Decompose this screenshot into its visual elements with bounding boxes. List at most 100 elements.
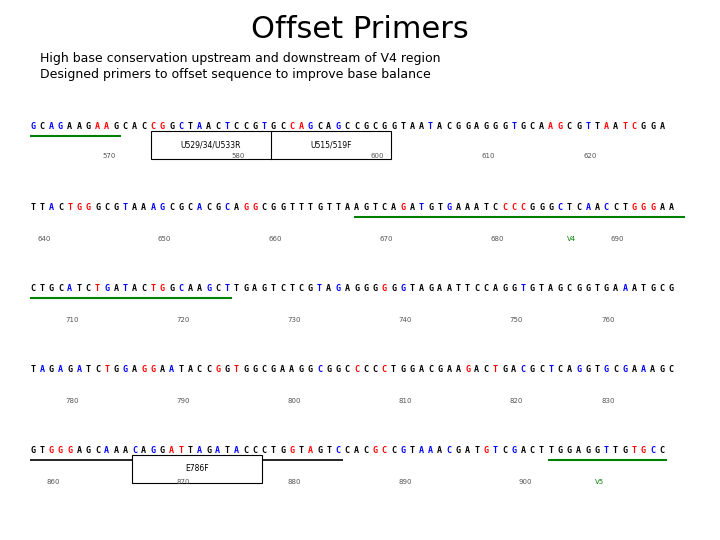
Text: G: G: [243, 285, 248, 293]
Text: G: G: [484, 123, 489, 131]
Text: A: A: [132, 123, 137, 131]
Text: T: T: [585, 123, 590, 131]
Text: G: G: [104, 285, 109, 293]
Text: G: G: [67, 447, 72, 455]
Text: T: T: [400, 123, 405, 131]
Text: T: T: [95, 285, 100, 293]
Text: 600: 600: [371, 152, 384, 159]
Text: G: G: [641, 204, 646, 212]
Text: G: G: [49, 366, 54, 374]
Text: G: G: [336, 123, 341, 131]
Text: C: C: [289, 123, 294, 131]
Text: C: C: [539, 366, 544, 374]
Text: G: G: [641, 123, 646, 131]
Bar: [132, 455, 261, 483]
Text: G: G: [364, 123, 369, 131]
Text: 860: 860: [47, 478, 60, 485]
Text: G: G: [122, 366, 127, 374]
Text: T: T: [187, 123, 192, 131]
Text: C: C: [660, 447, 665, 455]
Text: A: A: [76, 123, 81, 131]
Text: A: A: [114, 447, 119, 455]
Text: T: T: [234, 285, 239, 293]
Text: C: C: [187, 204, 192, 212]
Text: C: C: [30, 285, 35, 293]
Text: T: T: [317, 285, 322, 293]
Text: G: G: [557, 123, 562, 131]
Text: C: C: [141, 123, 146, 131]
Text: A: A: [631, 366, 636, 374]
Text: C: C: [446, 447, 451, 455]
Text: A: A: [521, 447, 526, 455]
Text: A: A: [160, 366, 165, 374]
Text: G: G: [585, 447, 590, 455]
Text: A: A: [169, 366, 174, 374]
Text: T: T: [122, 204, 127, 212]
Text: G: G: [530, 285, 535, 293]
Text: C: C: [141, 285, 146, 293]
Text: C: C: [521, 366, 526, 374]
Text: T: T: [410, 285, 415, 293]
Text: 830: 830: [602, 397, 615, 404]
Text: A: A: [622, 285, 627, 293]
Text: G: G: [576, 123, 581, 131]
Text: T: T: [493, 447, 498, 455]
Text: A: A: [650, 366, 655, 374]
Text: C: C: [86, 285, 91, 293]
Text: A: A: [437, 285, 442, 293]
Text: G: G: [336, 285, 341, 293]
Text: C: C: [382, 447, 387, 455]
Text: A: A: [465, 447, 470, 455]
Text: T: T: [261, 123, 266, 131]
Text: 870: 870: [176, 478, 189, 485]
Text: A: A: [631, 285, 636, 293]
Text: G: G: [456, 447, 461, 455]
Text: G: G: [511, 447, 516, 455]
Text: G: G: [641, 447, 646, 455]
Text: A: A: [465, 204, 470, 212]
Text: G: G: [372, 285, 377, 293]
Text: C: C: [345, 366, 350, 374]
Text: T: T: [428, 123, 433, 131]
Text: G: G: [160, 447, 165, 455]
Text: T: T: [595, 123, 600, 131]
Text: G: G: [604, 285, 609, 293]
Text: A: A: [40, 366, 45, 374]
Text: A: A: [437, 123, 442, 131]
Text: T: T: [30, 366, 35, 374]
Bar: [150, 131, 391, 159]
Text: G: G: [400, 204, 405, 212]
Text: T: T: [622, 204, 627, 212]
Text: G: G: [465, 123, 470, 131]
Text: G: G: [215, 366, 220, 374]
Text: C: C: [317, 366, 322, 374]
Text: T: T: [225, 285, 230, 293]
Text: G: G: [530, 204, 535, 212]
Text: A: A: [354, 447, 359, 455]
Text: A: A: [326, 123, 331, 131]
Text: A: A: [141, 447, 146, 455]
Text: C: C: [428, 366, 433, 374]
Text: C: C: [382, 204, 387, 212]
Text: A: A: [613, 123, 618, 131]
Text: C: C: [364, 447, 369, 455]
Text: G: G: [650, 123, 655, 131]
Text: G: G: [585, 366, 590, 374]
Text: T: T: [40, 204, 45, 212]
Text: C: C: [345, 123, 350, 131]
Text: T: T: [104, 366, 109, 374]
Text: A: A: [456, 366, 461, 374]
Text: C: C: [650, 447, 655, 455]
Text: G: G: [76, 204, 81, 212]
Text: G: G: [567, 447, 572, 455]
Text: C: C: [122, 123, 127, 131]
Text: T: T: [271, 285, 276, 293]
Text: 620: 620: [583, 152, 597, 159]
Text: T: T: [484, 204, 489, 212]
Text: T: T: [372, 204, 377, 212]
Text: T: T: [549, 366, 554, 374]
Text: A: A: [215, 447, 220, 455]
Text: G: G: [67, 366, 72, 374]
Text: C: C: [521, 204, 526, 212]
Text: T: T: [225, 447, 230, 455]
